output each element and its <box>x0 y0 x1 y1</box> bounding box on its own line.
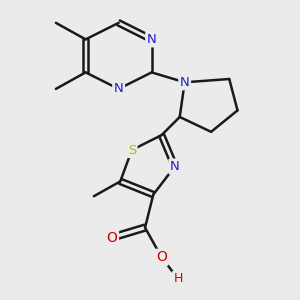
Text: N: N <box>147 33 157 46</box>
Text: N: N <box>114 82 124 95</box>
Text: O: O <box>106 230 118 244</box>
Text: S: S <box>128 143 136 157</box>
Text: O: O <box>156 250 167 264</box>
Text: N: N <box>180 76 190 89</box>
Text: H: H <box>173 272 183 285</box>
Text: N: N <box>170 160 180 173</box>
